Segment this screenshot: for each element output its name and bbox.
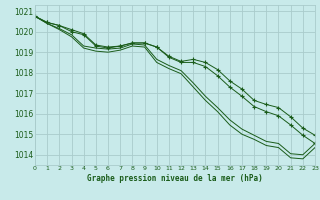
X-axis label: Graphe pression niveau de la mer (hPa): Graphe pression niveau de la mer (hPa) [87,174,263,183]
